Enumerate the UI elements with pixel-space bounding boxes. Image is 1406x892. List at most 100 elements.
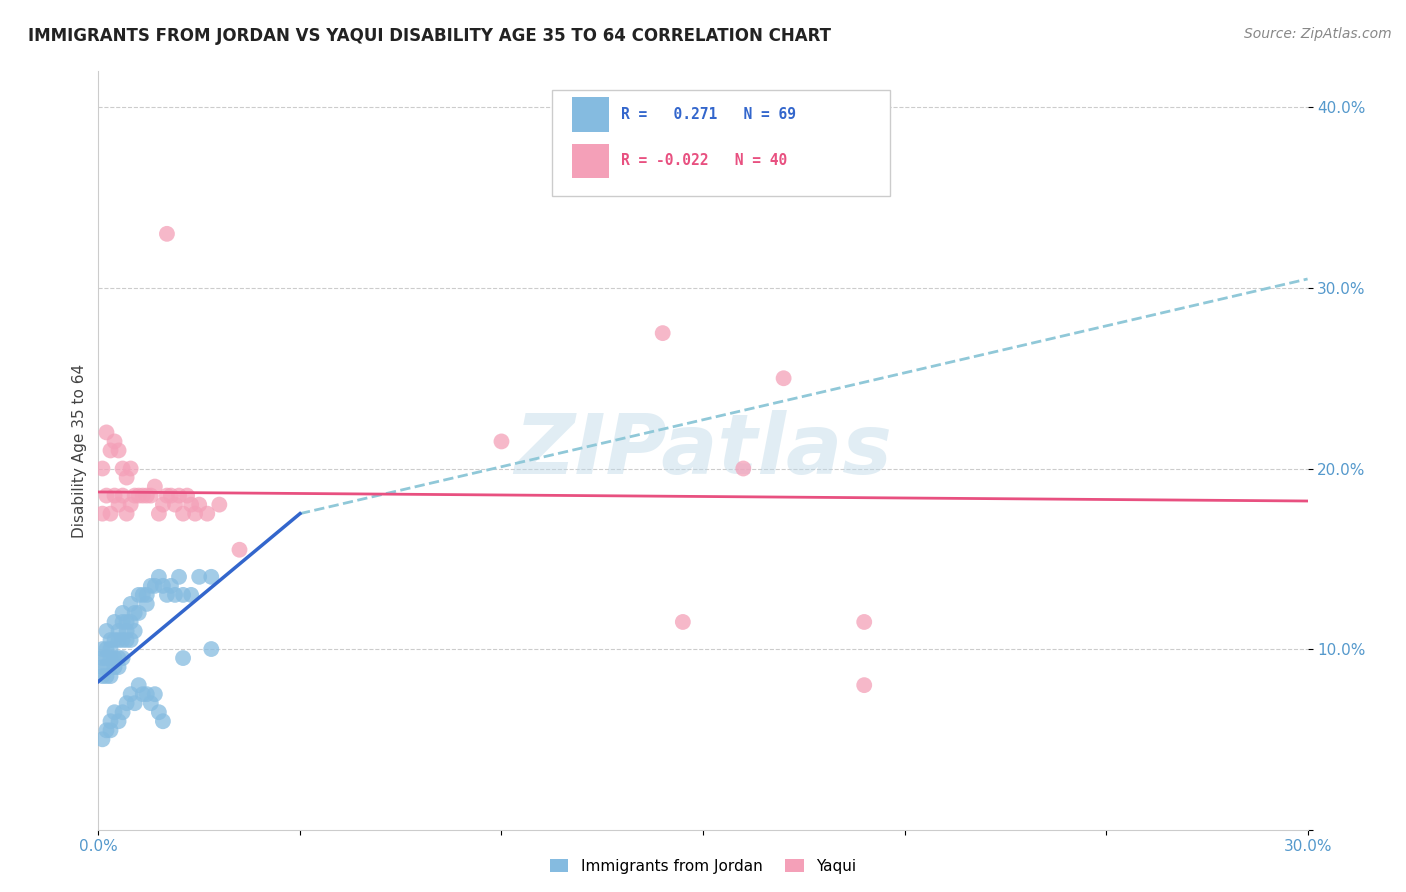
Immigrants from Jordan xyxy=(120,633,142,648)
Immigrants from Jordan xyxy=(103,651,125,665)
Immigrants from Jordan xyxy=(128,588,150,602)
Immigrants from Jordan xyxy=(115,624,138,638)
Immigrants from Jordan xyxy=(103,660,125,674)
Yaqui xyxy=(91,461,114,475)
Immigrants from Jordan xyxy=(91,732,114,747)
Bar xyxy=(572,144,609,178)
Yaqui xyxy=(107,498,129,512)
Immigrants from Jordan xyxy=(139,579,162,593)
Text: R =   0.271   N = 69: R = 0.271 N = 69 xyxy=(621,107,796,122)
Yaqui xyxy=(100,507,122,521)
Immigrants from Jordan xyxy=(167,570,190,584)
Immigrants from Jordan xyxy=(172,588,194,602)
Yaqui xyxy=(139,489,162,503)
Yaqui xyxy=(491,434,513,449)
Immigrants from Jordan xyxy=(111,606,134,620)
Yaqui xyxy=(160,489,183,503)
Immigrants from Jordan xyxy=(128,678,150,692)
Yaqui xyxy=(111,461,134,475)
Immigrants from Jordan xyxy=(96,651,118,665)
Yaqui xyxy=(100,443,122,458)
Immigrants from Jordan xyxy=(148,705,170,719)
Immigrants from Jordan xyxy=(111,615,134,629)
Text: R = -0.022   N = 40: R = -0.022 N = 40 xyxy=(621,153,787,169)
Immigrants from Jordan xyxy=(107,633,129,648)
Immigrants from Jordan xyxy=(200,570,222,584)
Yaqui xyxy=(124,489,146,503)
Yaqui xyxy=(651,326,673,340)
Text: Source: ZipAtlas.com: Source: ZipAtlas.com xyxy=(1244,27,1392,41)
Yaqui xyxy=(91,507,114,521)
Yaqui xyxy=(143,479,166,493)
Immigrants from Jordan xyxy=(143,579,166,593)
Immigrants from Jordan xyxy=(180,588,202,602)
Immigrants from Jordan xyxy=(135,687,157,701)
Immigrants from Jordan xyxy=(139,696,162,710)
Immigrants from Jordan xyxy=(172,651,194,665)
Immigrants from Jordan xyxy=(91,651,114,665)
Yaqui xyxy=(107,443,129,458)
Immigrants from Jordan xyxy=(96,669,118,683)
Immigrants from Jordan xyxy=(96,660,118,674)
Immigrants from Jordan xyxy=(100,633,122,648)
Yaqui xyxy=(172,507,194,521)
Immigrants from Jordan xyxy=(115,696,138,710)
Immigrants from Jordan xyxy=(124,606,146,620)
Yaqui xyxy=(96,489,118,503)
Yaqui xyxy=(148,507,170,521)
Bar xyxy=(572,97,609,131)
Immigrants from Jordan xyxy=(128,606,150,620)
Y-axis label: Disability Age 35 to 64: Disability Age 35 to 64 xyxy=(72,363,87,538)
Immigrants from Jordan xyxy=(96,723,118,738)
Immigrants from Jordan xyxy=(135,597,157,611)
Yaqui xyxy=(176,489,198,503)
Yaqui xyxy=(188,498,211,512)
Immigrants from Jordan xyxy=(103,633,125,648)
Yaqui xyxy=(156,227,179,241)
Immigrants from Jordan xyxy=(91,669,114,683)
Immigrants from Jordan xyxy=(200,642,222,657)
Yaqui xyxy=(152,498,174,512)
Immigrants from Jordan xyxy=(188,570,211,584)
Legend: Immigrants from Jordan, Yaqui: Immigrants from Jordan, Yaqui xyxy=(544,853,862,880)
Yaqui xyxy=(167,489,190,503)
Immigrants from Jordan xyxy=(120,597,142,611)
Yaqui xyxy=(132,489,155,503)
Yaqui xyxy=(135,489,157,503)
Immigrants from Jordan xyxy=(100,651,122,665)
Yaqui xyxy=(672,615,695,629)
FancyBboxPatch shape xyxy=(551,90,890,196)
Yaqui xyxy=(228,542,250,557)
Immigrants from Jordan xyxy=(120,687,142,701)
Immigrants from Jordan xyxy=(107,660,129,674)
Yaqui xyxy=(180,498,202,512)
Immigrants from Jordan xyxy=(120,615,142,629)
Immigrants from Jordan xyxy=(111,705,134,719)
Yaqui xyxy=(853,615,876,629)
Immigrants from Jordan xyxy=(100,642,122,657)
Immigrants from Jordan xyxy=(103,705,125,719)
Immigrants from Jordan xyxy=(107,651,129,665)
Immigrants from Jordan xyxy=(135,588,157,602)
Immigrants from Jordan xyxy=(100,714,122,729)
Immigrants from Jordan xyxy=(115,633,138,648)
Yaqui xyxy=(733,461,755,475)
Immigrants from Jordan xyxy=(96,624,118,638)
Immigrants from Jordan xyxy=(124,624,146,638)
Immigrants from Jordan xyxy=(160,579,183,593)
Immigrants from Jordan xyxy=(148,570,170,584)
Yaqui xyxy=(111,489,134,503)
Yaqui xyxy=(853,678,876,692)
Yaqui xyxy=(103,434,125,449)
Yaqui xyxy=(195,507,218,521)
Yaqui xyxy=(96,425,118,440)
Yaqui xyxy=(120,498,142,512)
Immigrants from Jordan xyxy=(107,624,129,638)
Immigrants from Jordan xyxy=(111,633,134,648)
Yaqui xyxy=(115,507,138,521)
Immigrants from Jordan xyxy=(132,687,155,701)
Immigrants from Jordan xyxy=(152,714,174,729)
Immigrants from Jordan xyxy=(100,669,122,683)
Yaqui xyxy=(156,489,179,503)
Yaqui xyxy=(115,470,138,484)
